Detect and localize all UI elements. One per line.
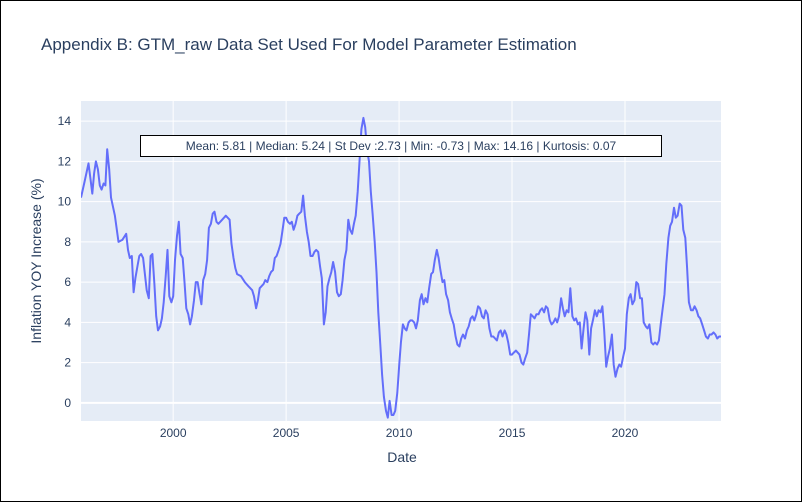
chart-title: Appendix B: GTM_raw Data Set Used For Mo… — [41, 35, 577, 54]
series-line — [81, 116, 721, 419]
y-tick-label: 0 — [64, 396, 71, 410]
x-tick-label: 2020 — [612, 426, 639, 440]
y-tick-label: 8 — [64, 235, 71, 249]
y-tick-label: 10 — [58, 195, 72, 209]
y-tick-label: 4 — [64, 315, 71, 329]
stats-annotation: Mean: 5.81 | Median: 5.24 | St Dev :2.73… — [140, 135, 662, 157]
y-tick-label: 14 — [58, 114, 72, 128]
x-axis-title: Date — [387, 449, 417, 465]
x-tick-label: 2000 — [160, 426, 187, 440]
series-layer — [81, 116, 721, 419]
x-tick-label: 2005 — [273, 426, 300, 440]
y-tick-label: 6 — [64, 275, 71, 289]
x-tick-label: 2015 — [499, 426, 526, 440]
x-tick-label: 2010 — [386, 426, 413, 440]
y-tick-label: 2 — [64, 356, 71, 370]
y-tick-label: 12 — [58, 154, 72, 168]
y-axis-title: Inflation YOY Increase (%) — [28, 178, 44, 343]
tick-label-layer: 0 2 4 6 8 10 12 14 2000 2005 2010 2015 2020 — [58, 114, 639, 440]
